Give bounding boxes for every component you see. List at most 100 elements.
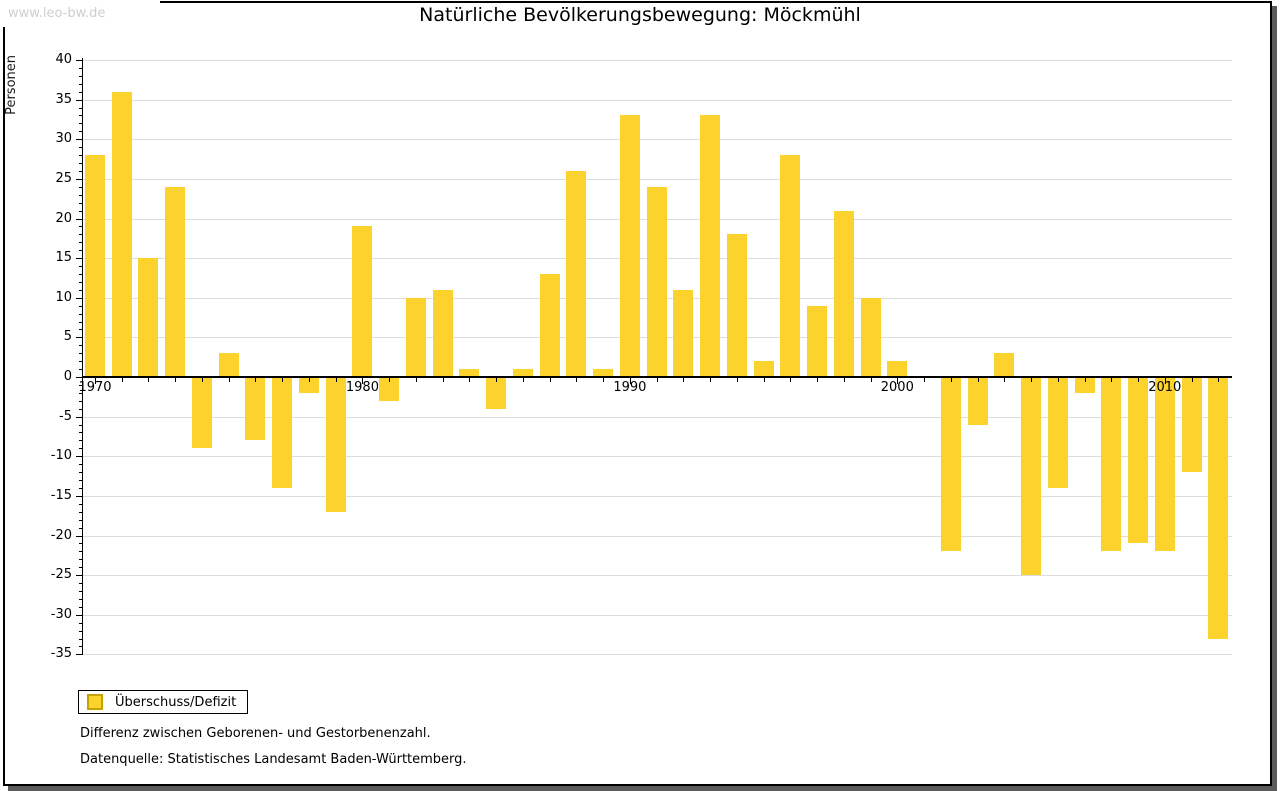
y-tick-39 xyxy=(79,67,82,69)
y-tick-30 xyxy=(76,139,82,141)
bar-2011 xyxy=(1181,377,1202,473)
x-tick-1985 xyxy=(496,378,498,382)
y-tick-label--10: -10 xyxy=(50,448,72,464)
legend-swatch-icon xyxy=(87,694,103,710)
x-tick-2007 xyxy=(1084,378,1086,382)
x-tick-2000 xyxy=(897,378,899,384)
bar-1995 xyxy=(753,361,774,377)
x-tick-1979 xyxy=(335,378,337,382)
x-tick-2006 xyxy=(1057,378,1059,382)
bar-1997 xyxy=(807,305,828,377)
bar-1984 xyxy=(459,369,480,377)
y-tick--32 xyxy=(79,630,82,632)
bar-1982 xyxy=(405,297,426,377)
y-tick--11 xyxy=(79,464,82,466)
bar-1973 xyxy=(165,186,186,377)
bar-1977 xyxy=(272,377,293,488)
y-tick--15 xyxy=(76,495,82,497)
y-tick--9 xyxy=(79,448,82,450)
x-tick-1999 xyxy=(870,378,872,382)
gridline-25 xyxy=(82,178,1232,180)
y-tick-label--30: -30 xyxy=(50,606,72,622)
y-tick--10 xyxy=(76,456,82,458)
x-tick-1974 xyxy=(201,378,203,382)
y-tick--25 xyxy=(76,575,82,577)
y-tick--30 xyxy=(76,614,82,616)
y-tick-label--35: -35 xyxy=(50,646,72,662)
bar-1971 xyxy=(111,91,132,377)
x-tick-label-1980: 1980 xyxy=(345,380,379,395)
x-tick-2012 xyxy=(1218,378,1220,382)
y-tick-label-20: 20 xyxy=(55,210,72,226)
y-tick-label--25: -25 xyxy=(50,567,72,583)
x-tick-1986 xyxy=(522,378,524,382)
x-tick-1978 xyxy=(308,378,310,382)
y-tick-35 xyxy=(76,99,82,101)
y-tick-1 xyxy=(79,369,82,371)
y-tick-4 xyxy=(79,345,82,347)
bar-2010 xyxy=(1154,377,1175,552)
y-tick-33 xyxy=(79,115,82,117)
y-tick--24 xyxy=(79,567,82,569)
bar-1983 xyxy=(432,289,453,377)
y-tick-5 xyxy=(76,337,82,339)
x-tick-2011 xyxy=(1191,378,1193,382)
y-tick--28 xyxy=(79,598,82,600)
bar-1989 xyxy=(593,369,614,377)
y-tick-16 xyxy=(79,250,82,252)
y-tick--4 xyxy=(79,408,82,410)
y-tick-6 xyxy=(79,329,82,331)
x-tick-1991 xyxy=(656,378,658,382)
y-tick-label-35: 35 xyxy=(55,91,72,107)
y-tick--34 xyxy=(79,646,82,648)
x-tick-label-2010: 2010 xyxy=(1148,380,1182,395)
x-tick-2010 xyxy=(1164,378,1166,384)
y-tick--29 xyxy=(79,606,82,608)
y-tick--17 xyxy=(79,511,82,513)
bar-2008 xyxy=(1101,377,1122,552)
x-tick-1988 xyxy=(576,378,578,382)
bar-1988 xyxy=(566,170,587,377)
footnote-source: Datenquelle: Statistisches Landesamt Bad… xyxy=(80,752,467,767)
y-tick-label--15: -15 xyxy=(50,487,72,503)
x-tick-1981 xyxy=(389,378,391,382)
x-tick-1989 xyxy=(603,378,605,382)
y-tick-label-15: 15 xyxy=(55,250,72,266)
x-tick-2005 xyxy=(1031,378,1033,382)
x-tick-1992 xyxy=(683,378,685,382)
y-tick-2 xyxy=(79,361,82,363)
bar-1970 xyxy=(85,155,105,377)
bar-2006 xyxy=(1047,377,1068,488)
y-tick-7 xyxy=(79,321,82,323)
y-tick-29 xyxy=(79,147,82,149)
y-tick--1 xyxy=(79,384,82,386)
bar-2002 xyxy=(940,377,961,552)
x-tick-2009 xyxy=(1138,378,1140,382)
x-tick-1976 xyxy=(255,378,257,382)
watermark: www.leo-bw.de xyxy=(0,0,160,27)
bar-1998 xyxy=(833,210,854,377)
x-tick-1971 xyxy=(121,378,123,382)
y-tick-31 xyxy=(79,131,82,133)
y-tick-40 xyxy=(76,60,82,61)
y-tick--19 xyxy=(79,527,82,529)
y-tick--31 xyxy=(79,622,82,624)
x-tick-1973 xyxy=(175,378,177,382)
y-tick-26 xyxy=(79,170,82,172)
y-tick-18 xyxy=(79,234,82,236)
y-tick--2 xyxy=(79,392,82,394)
y-tick-25 xyxy=(76,178,82,180)
bar-1974 xyxy=(191,377,212,449)
y-tick--33 xyxy=(79,638,82,640)
y-tick-32 xyxy=(79,123,82,125)
x-tick-1996 xyxy=(790,378,792,382)
bar-1978 xyxy=(298,377,319,393)
bar-1972 xyxy=(138,258,159,377)
gridline--30 xyxy=(82,614,1232,616)
x-tick-1998 xyxy=(843,378,845,382)
bar-2007 xyxy=(1074,377,1095,393)
y-tick--5 xyxy=(76,416,82,418)
y-tick--35 xyxy=(76,654,82,656)
